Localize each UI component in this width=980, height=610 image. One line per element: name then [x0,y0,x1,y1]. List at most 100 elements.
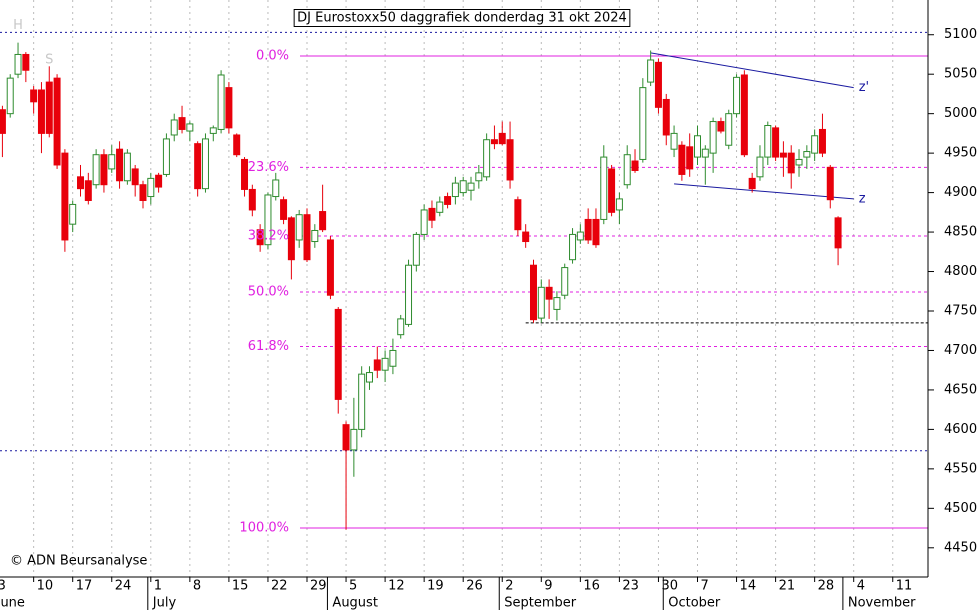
candle-body [186,123,194,132]
source: © ADN Beursanalyse [10,554,147,569]
x-tick-label: 16 [583,579,600,594]
month-label: June [0,596,25,610]
candle-body [420,209,428,235]
candle-body [77,176,85,190]
candle-body [30,89,38,103]
candle-body [615,198,623,211]
candle-body [139,184,147,201]
y-tick-label: 5050 [944,67,977,82]
candle-body [584,218,592,241]
candle-body [475,172,483,182]
candle-body [373,359,381,371]
candle-body [514,199,522,231]
x-tick-label: 30 [661,579,678,594]
candle-body [358,373,366,430]
candle-body [178,117,186,130]
trendline [650,52,854,89]
x-tick-label: 29 [310,579,327,594]
candle-body [295,214,303,241]
candle-body [569,233,577,261]
x-tick-label: 28 [818,579,835,594]
chart-title: DJ Eurostoxx50 daggrafiek donderdag 31 o… [297,11,627,26]
candle-body [22,53,30,71]
candle-body [811,135,819,154]
candle-body [740,74,748,156]
candle-body [662,98,670,136]
candle-body [483,139,491,178]
candle-body [600,156,608,220]
candle-body [123,152,131,182]
candle-body [319,211,327,231]
candle-body [6,77,14,115]
x-tick-label: 1 [154,579,162,594]
y-tick-label: 4950 [944,146,977,161]
y-tick-label: 4750 [944,303,977,318]
y-tick-label: 4700 [944,343,977,358]
candle-body [217,74,225,130]
y-tick-label: 4550 [944,461,977,476]
x-tick-label: 10 [37,579,54,594]
x-tick-label: 12 [388,579,405,594]
candle-body [701,148,709,158]
candle-body [84,180,92,201]
candle-body [639,87,647,160]
candle-body [0,109,6,134]
candle-body [303,214,311,261]
candle-body [787,152,795,174]
trendline [674,183,854,200]
candle-body [529,264,537,321]
candle-body [405,264,413,325]
y-tick-label: 4650 [944,382,977,397]
candle-body [131,168,139,186]
annotation: S [45,52,53,67]
title-box [293,9,631,27]
annotation: H [13,18,23,33]
x-tick-label: 23 [622,579,639,594]
candle-body [818,128,826,154]
x-tick-label: 8 [193,579,201,594]
candle-body [69,203,77,225]
y-tick-label: 4600 [944,422,977,437]
candle-body [264,194,272,246]
x-tick-label: 15 [232,579,249,594]
candle-body [389,349,397,367]
candle-body [45,81,53,134]
candle-body [428,207,436,221]
candle-body [678,144,686,175]
candle-body [92,154,100,186]
x-tick-label: 4 [857,579,865,594]
x-tick-label: 17 [76,579,93,594]
candle-body [256,229,264,246]
candle-body [233,134,241,156]
y-tick-label: 4500 [944,501,977,516]
x-tick-label: 19 [427,579,444,594]
candle-body [654,61,662,108]
y-tick-label: 5000 [944,106,977,121]
candle-body [803,151,811,158]
trendline-label: z' [859,80,869,95]
candle-body [381,357,389,371]
x-tick-label: 22 [271,579,288,594]
candle-body [686,146,694,170]
axes: 4450 4500 4550 4600 4650 4700 4750 4800 4850 4900… [0,27,977,610]
fib-label: 61.8% [248,339,289,354]
candle-body [155,174,163,188]
candle-body [397,318,405,336]
candle-body [342,424,350,451]
fib-label: 0.0% [256,49,289,64]
candle-body [694,135,701,158]
candle-body [522,231,530,243]
candle-body [647,59,655,83]
candle-body [717,121,725,132]
candle-body [61,152,69,241]
candle-body [170,119,178,136]
candle-body [795,158,803,166]
y-tick-label: 4900 [944,185,977,200]
x-tick-label: 2 [505,579,513,594]
candle-body [311,229,319,243]
candle-body [334,308,342,400]
y-tick-label: 4450 [944,540,977,555]
candle-body [709,121,717,154]
y-tick-label: 4800 [944,264,977,279]
